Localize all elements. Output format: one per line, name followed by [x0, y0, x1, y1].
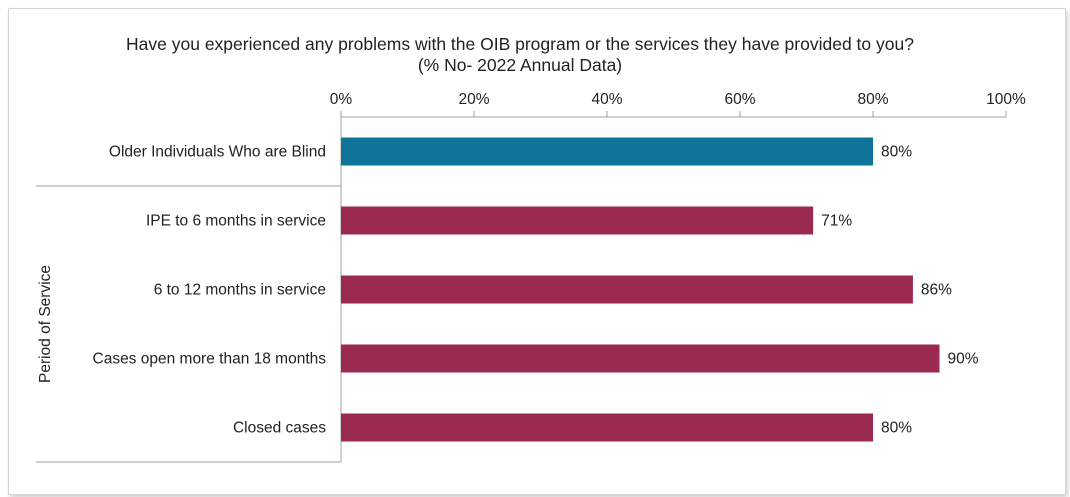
- group-axis-title: Period of Service: [37, 265, 54, 383]
- x-tick-label: 80%: [857, 91, 888, 108]
- bar[interactable]: [341, 344, 940, 373]
- category-label: Closed cases: [233, 420, 326, 437]
- bar[interactable]: [341, 206, 814, 235]
- data-label: 80%: [881, 144, 912, 161]
- category-label: Cases open more than 18 months: [93, 351, 327, 368]
- category-label: 6 to 12 months in service: [154, 282, 326, 299]
- x-tick-label: 100%: [986, 91, 1026, 108]
- data-label: 71%: [821, 213, 852, 230]
- bar[interactable]: [341, 413, 873, 442]
- bar[interactable]: [341, 275, 913, 304]
- chart-title: Have you experienced any problems with t…: [126, 34, 914, 75]
- x-tick-label: 40%: [591, 91, 622, 108]
- category-label: Older Individuals Who are Blind: [109, 144, 326, 161]
- data-label: 90%: [948, 351, 979, 368]
- x-tick-label: 20%: [458, 91, 489, 108]
- bar[interactable]: [341, 137, 873, 166]
- x-tick-label: 60%: [724, 91, 755, 108]
- category-label: IPE to 6 months in service: [146, 213, 326, 230]
- x-tick-label: 0%: [330, 91, 353, 108]
- data-label: 80%: [881, 420, 912, 437]
- data-label: 86%: [921, 282, 952, 299]
